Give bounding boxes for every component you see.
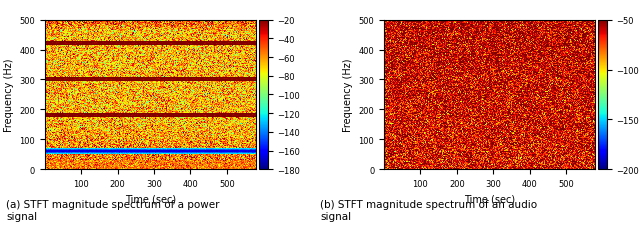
- Text: (a) STFT magnitude spectrum of a power
signal: (a) STFT magnitude spectrum of a power s…: [6, 199, 220, 221]
- X-axis label: Time (sec): Time (sec): [464, 194, 515, 204]
- Y-axis label: Frequency (Hz): Frequency (Hz): [343, 58, 353, 132]
- Y-axis label: Frequency (Hz): Frequency (Hz): [4, 58, 13, 132]
- Text: (b) STFT magnitude spectrum of an audio
signal: (b) STFT magnitude spectrum of an audio …: [320, 199, 537, 221]
- X-axis label: Time (sec): Time (sec): [125, 194, 176, 204]
